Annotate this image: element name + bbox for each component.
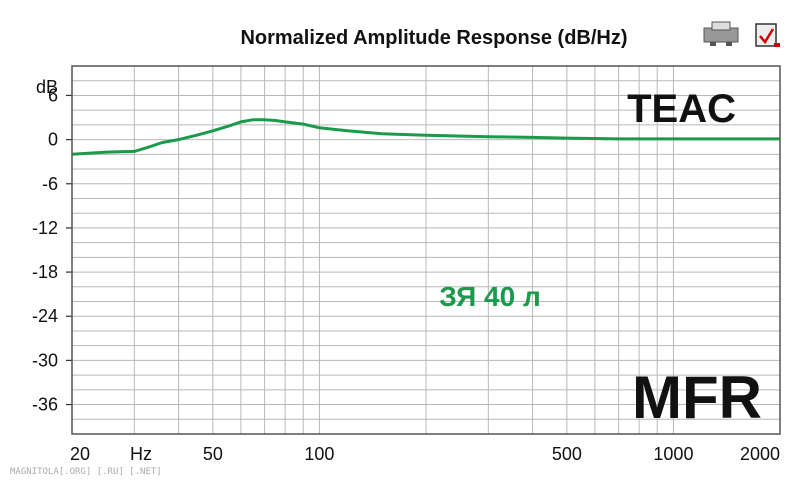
measurement-label: MFR [632, 364, 762, 431]
watermark: MAGNITOLA[.ORG] [.RU] [.NET] [10, 467, 162, 477]
series-line [71, 118, 780, 156]
model-label: ЗЯ 40 л [439, 281, 540, 312]
printer-icon [703, 21, 739, 46]
plot-frame [71, 65, 781, 435]
y-tick-label: -24 [32, 306, 58, 326]
x-tick-label: 1000 [653, 444, 693, 464]
x-tick-label: 500 [552, 444, 582, 464]
chart-title: Normalized Amplitude Response (dB/Hz) [240, 27, 627, 49]
grid [71, 65, 781, 435]
x-tick-label: 2000 [740, 444, 780, 464]
y-tick-label: -12 [32, 218, 58, 238]
x-tick-label: 20 [70, 444, 90, 464]
y-tick-label: 0 [48, 130, 58, 150]
x-axis-label: Hz [130, 444, 152, 464]
clipboard-icon [755, 23, 780, 47]
series-layer [71, 118, 780, 156]
y-tick-label: -6 [42, 174, 58, 194]
x-axis-ticks: 20 50 100 500 1000 2000 [70, 444, 780, 464]
y-axis-ticks: 6 0 -6 -12 -18 -24 -30 -36 [32, 85, 72, 415]
y-tick-label: 6 [48, 85, 58, 105]
y-tick-label: -30 [32, 350, 58, 370]
y-tick-label: -36 [32, 395, 58, 415]
x-tick-label: 100 [304, 444, 334, 464]
y-axis-label: dB [36, 77, 58, 97]
brand-label: TEAC [627, 87, 736, 131]
x-tick-label: 50 [203, 444, 223, 464]
y-tick-label: -18 [32, 262, 58, 282]
